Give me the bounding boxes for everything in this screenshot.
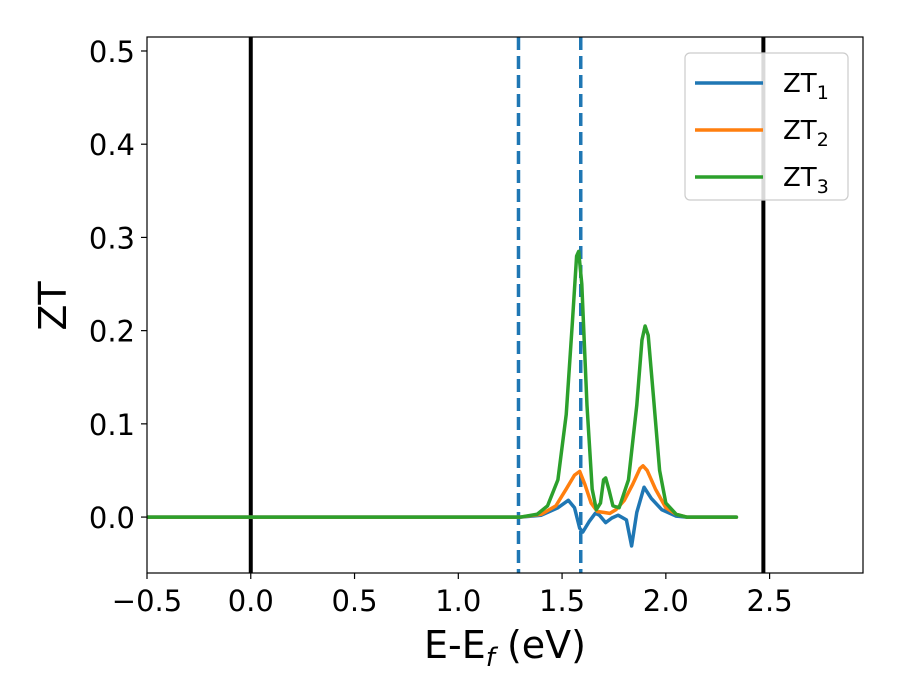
- y-tick-label: 0.2: [89, 315, 135, 349]
- x-tick-label: 2.5: [747, 584, 793, 618]
- series-line-zt3: [147, 249, 739, 519]
- legend-label-zt2: ZT2: [783, 116, 829, 151]
- legend-label-main: ZT: [783, 69, 817, 99]
- x-tick-label: 1.0: [435, 584, 481, 618]
- series-line-zt1: [147, 485, 739, 548]
- legend-label-subscript: 1: [817, 82, 829, 104]
- legend-box: [684, 52, 849, 201]
- x-tick-label: 1.5: [539, 584, 585, 618]
- y-axis-label: ZT: [31, 281, 75, 331]
- axes-frame: [146, 36, 864, 574]
- x-axis-label-unit: (eV): [495, 623, 586, 667]
- legend-label-main: ZT: [783, 116, 817, 146]
- x-tick-label: 2.0: [643, 584, 689, 618]
- legend-label-subscript: 3: [817, 176, 829, 198]
- y-tick-label: 0.3: [89, 221, 135, 255]
- y-tick-label: 0.4: [89, 128, 135, 162]
- legend-label-main: ZT: [783, 163, 817, 193]
- legend-label-zt3: ZT3: [783, 163, 829, 198]
- y-tick-label: 0.0: [89, 501, 135, 535]
- legend-label-subscript: 2: [817, 129, 829, 151]
- axes: −0.5 0.0 0.5 1.0 1.5 2.0 2.5 0.0 0.1 0.2 0.3 0.4 0.5: [89, 35, 864, 618]
- y-tick-label: 0.5: [89, 35, 135, 69]
- x-tick-label: 0.0: [228, 584, 274, 618]
- y-tick-label: 0.1: [89, 408, 135, 442]
- legend-label-zt1: ZT1: [783, 69, 829, 104]
- x-axis-label: E-Ef (eV): [424, 623, 586, 673]
- series-line-zt2: [147, 464, 739, 519]
- x-axis-label-main: E-E: [424, 623, 486, 667]
- x-tick-label: 0.5: [331, 584, 377, 618]
- x-tick-label: −0.5: [112, 584, 182, 618]
